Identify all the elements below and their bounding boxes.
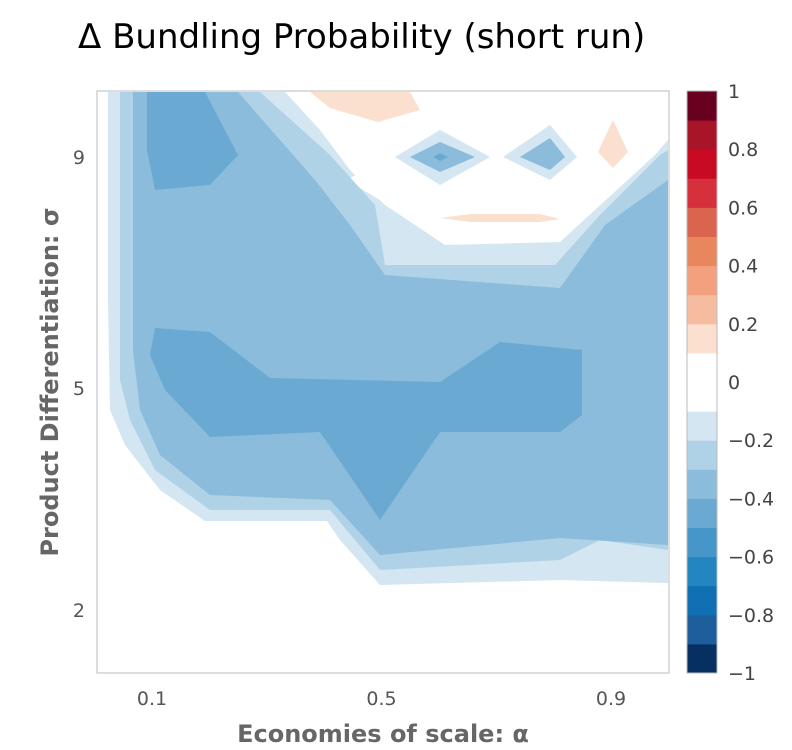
colorbar-segment: [687, 469, 717, 499]
colorbar-tick-label: 0.4: [728, 256, 758, 278]
colorbar-segment: [687, 178, 717, 208]
y-tick-label: 2: [73, 600, 85, 622]
contour-diamond-right-inner: [520, 138, 565, 170]
colorbar-segment: [687, 149, 717, 179]
contour-region-zero: [285, 92, 668, 245]
x-axis-ticks: 0.1 0.5 0.9: [137, 688, 626, 710]
contour-positive-top: [310, 92, 420, 122]
x-tick-label: 0.1: [137, 688, 167, 710]
colorbar-tick-label: 0.2: [728, 314, 758, 336]
colorbar-tick-label: 0.8: [728, 139, 758, 161]
colorbar-segment: [687, 294, 717, 325]
contour-region-level-3: [133, 92, 668, 555]
colorbar-segment: [687, 527, 717, 558]
y-axis-ticks: 2 5 9: [73, 147, 85, 622]
contour-positive-right: [598, 120, 628, 168]
colorbar-segment: [687, 91, 717, 121]
contour-positive-mid: [440, 214, 560, 222]
colorbar-segment: [687, 643, 717, 674]
colorbar-tick-label: −0.4: [728, 488, 774, 510]
colorbar-segment: [687, 498, 717, 528]
colorbar-segment: [687, 265, 717, 296]
colorbar-segment: [687, 323, 717, 354]
colorbar-segment: [687, 556, 717, 587]
colorbar-tick-label: 0.6: [728, 197, 758, 219]
contour-region-level-4b: [150, 328, 582, 520]
colorbar-tick-label: −0.8: [728, 605, 774, 627]
colorbar: [686, 90, 718, 674]
colorbar-segment: [687, 411, 717, 441]
chart-title: Δ Bundling Probability (short run): [78, 17, 645, 57]
colorbar-segment: [687, 352, 717, 383]
colorbar-segment: [687, 585, 717, 616]
colorbar-tick-label: −0.6: [728, 547, 774, 569]
x-axis-label: Economies of scale: α: [237, 720, 529, 748]
colorbar-segment: [687, 382, 717, 412]
colorbar-ticks: 1 0.8 0.6 0.4 0.2 0 −0.2 −0.4 −0.6 −0.8 −1: [728, 81, 774, 685]
colorbar-tick-label: 1: [728, 81, 740, 103]
y-tick-label: 5: [73, 378, 85, 400]
y-axis-label: Product Differentiation: σ: [36, 207, 64, 556]
contour-plot-area: [96, 90, 670, 674]
colorbar-segment: [687, 614, 717, 645]
x-tick-label: 0.9: [596, 688, 626, 710]
colorbar-segment: [687, 236, 717, 267]
colorbar-tick-label: −1: [728, 663, 756, 685]
colorbar-segment: [687, 120, 717, 150]
colorbar-segment: [687, 207, 717, 237]
y-tick-label: 9: [73, 147, 85, 169]
colorbar-tick-label: −0.2: [728, 430, 774, 452]
contour-region-level-4: [147, 92, 238, 190]
contour-diamond-left-core: [433, 153, 448, 161]
plot-frame: [96, 90, 670, 674]
colorbar-segment: [687, 440, 717, 470]
colorbar-tick-label: 0: [728, 372, 740, 394]
x-tick-label: 0.5: [366, 688, 396, 710]
colorbar-frame: [686, 90, 718, 674]
